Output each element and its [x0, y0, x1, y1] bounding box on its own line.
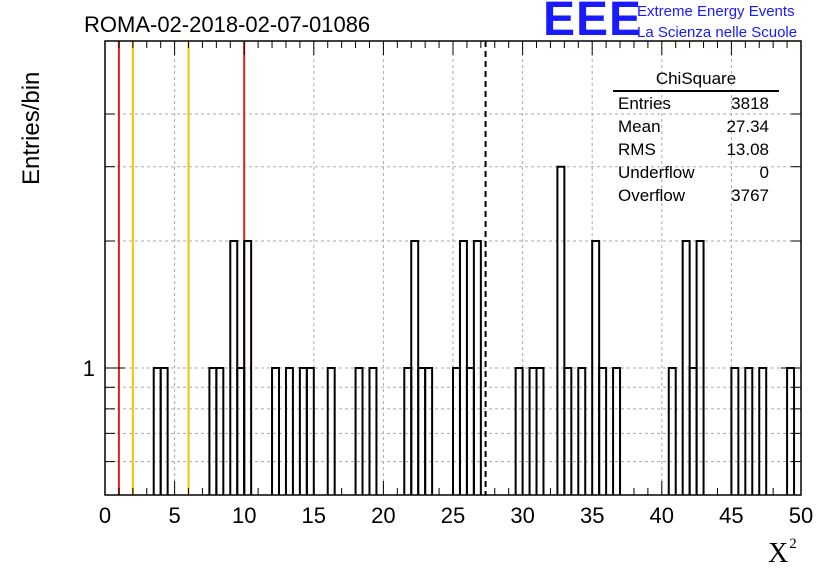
- histogram-bar: [667, 367, 677, 495]
- histogram-bar: [368, 367, 378, 495]
- histogram-bar: [424, 367, 434, 495]
- logo-line-2: La Scienza nelle Scuole: [637, 24, 798, 41]
- histogram-bar: [535, 367, 545, 495]
- chart-title: ROMA-02-2018-02-07-01086: [84, 12, 371, 37]
- histogram-bar: [243, 240, 253, 495]
- stat-row-underflow: Underflow 0: [611, 161, 779, 184]
- axis-ticks: [104, 41, 802, 495]
- stat-row-entries: Entries 3818: [611, 92, 779, 115]
- histogram-bar: [514, 367, 524, 495]
- logo-mark: EEE: [543, 0, 643, 46]
- x-axis-label-base: X: [768, 538, 789, 569]
- histogram-bar: [305, 367, 315, 495]
- histogram-bar: [354, 367, 364, 495]
- stat-value: 3767: [731, 186, 769, 205]
- x-tick-label: 30: [510, 503, 534, 528]
- stat-label: Overflow: [618, 186, 686, 205]
- stat-label: Entries: [618, 94, 671, 113]
- histogram-bar: [695, 240, 705, 495]
- histogram-bar: [472, 240, 482, 495]
- stat-value: 27.34: [726, 117, 769, 136]
- x-axis-label: X2: [768, 536, 797, 570]
- stat-row-rms: RMS 13.08: [611, 138, 779, 161]
- stat-row-mean: Mean 27.34: [611, 115, 779, 138]
- stat-row-overflow: Overflow 3767: [611, 184, 779, 207]
- histogram-bar: [326, 367, 336, 495]
- x-tick-label: 35: [580, 503, 604, 528]
- x-tick-label: 10: [232, 503, 256, 528]
- histogram-bar: [284, 367, 294, 495]
- axis-tick-labels: 0 5 10 15 20 25 30 35 40 45 50 1: [83, 356, 813, 528]
- x-axis-label-exponent: 2: [789, 536, 797, 552]
- stat-value: 13.08: [726, 140, 769, 159]
- stat-label: Underflow: [618, 163, 695, 182]
- reference-lines: [117, 41, 487, 495]
- histogram-bar: [744, 367, 754, 495]
- histogram-bar: [577, 367, 587, 495]
- histogram-bar: [598, 367, 608, 495]
- x-tick-label: 25: [441, 503, 465, 528]
- histogram-bar: [556, 165, 566, 495]
- x-tick-label: 45: [719, 503, 743, 528]
- x-tick-label: 5: [168, 503, 180, 528]
- histogram-bar: [758, 367, 768, 495]
- histogram-bar: [271, 367, 280, 495]
- stat-label: Mean: [618, 117, 661, 136]
- histogram-bar: [612, 367, 622, 495]
- x-tick-label: 15: [302, 503, 326, 528]
- stats-box: ChiSquare Entries 3818 Mean 27.34 RMS 13…: [611, 68, 779, 207]
- logo-line-1: Extreme Energy Events: [637, 3, 795, 20]
- y-axis-label: Entries/bin: [18, 71, 45, 185]
- histogram-bar: [215, 367, 225, 495]
- x-tick-label: 40: [650, 503, 674, 528]
- stat-label: RMS: [618, 140, 656, 159]
- histogram-bar: [563, 367, 573, 495]
- x-tick-label: 20: [371, 503, 395, 528]
- histogram-bar: [730, 367, 740, 495]
- stat-value: 0: [759, 163, 769, 182]
- y-tick-label: 1: [83, 356, 95, 381]
- stat-value: 3818: [731, 94, 769, 113]
- x-tick-label: 50: [789, 503, 813, 528]
- histogram-bar: [159, 367, 169, 495]
- x-tick-label: 0: [99, 503, 111, 528]
- histogram-bars: [152, 165, 796, 495]
- stats-title: ChiSquare: [613, 68, 779, 92]
